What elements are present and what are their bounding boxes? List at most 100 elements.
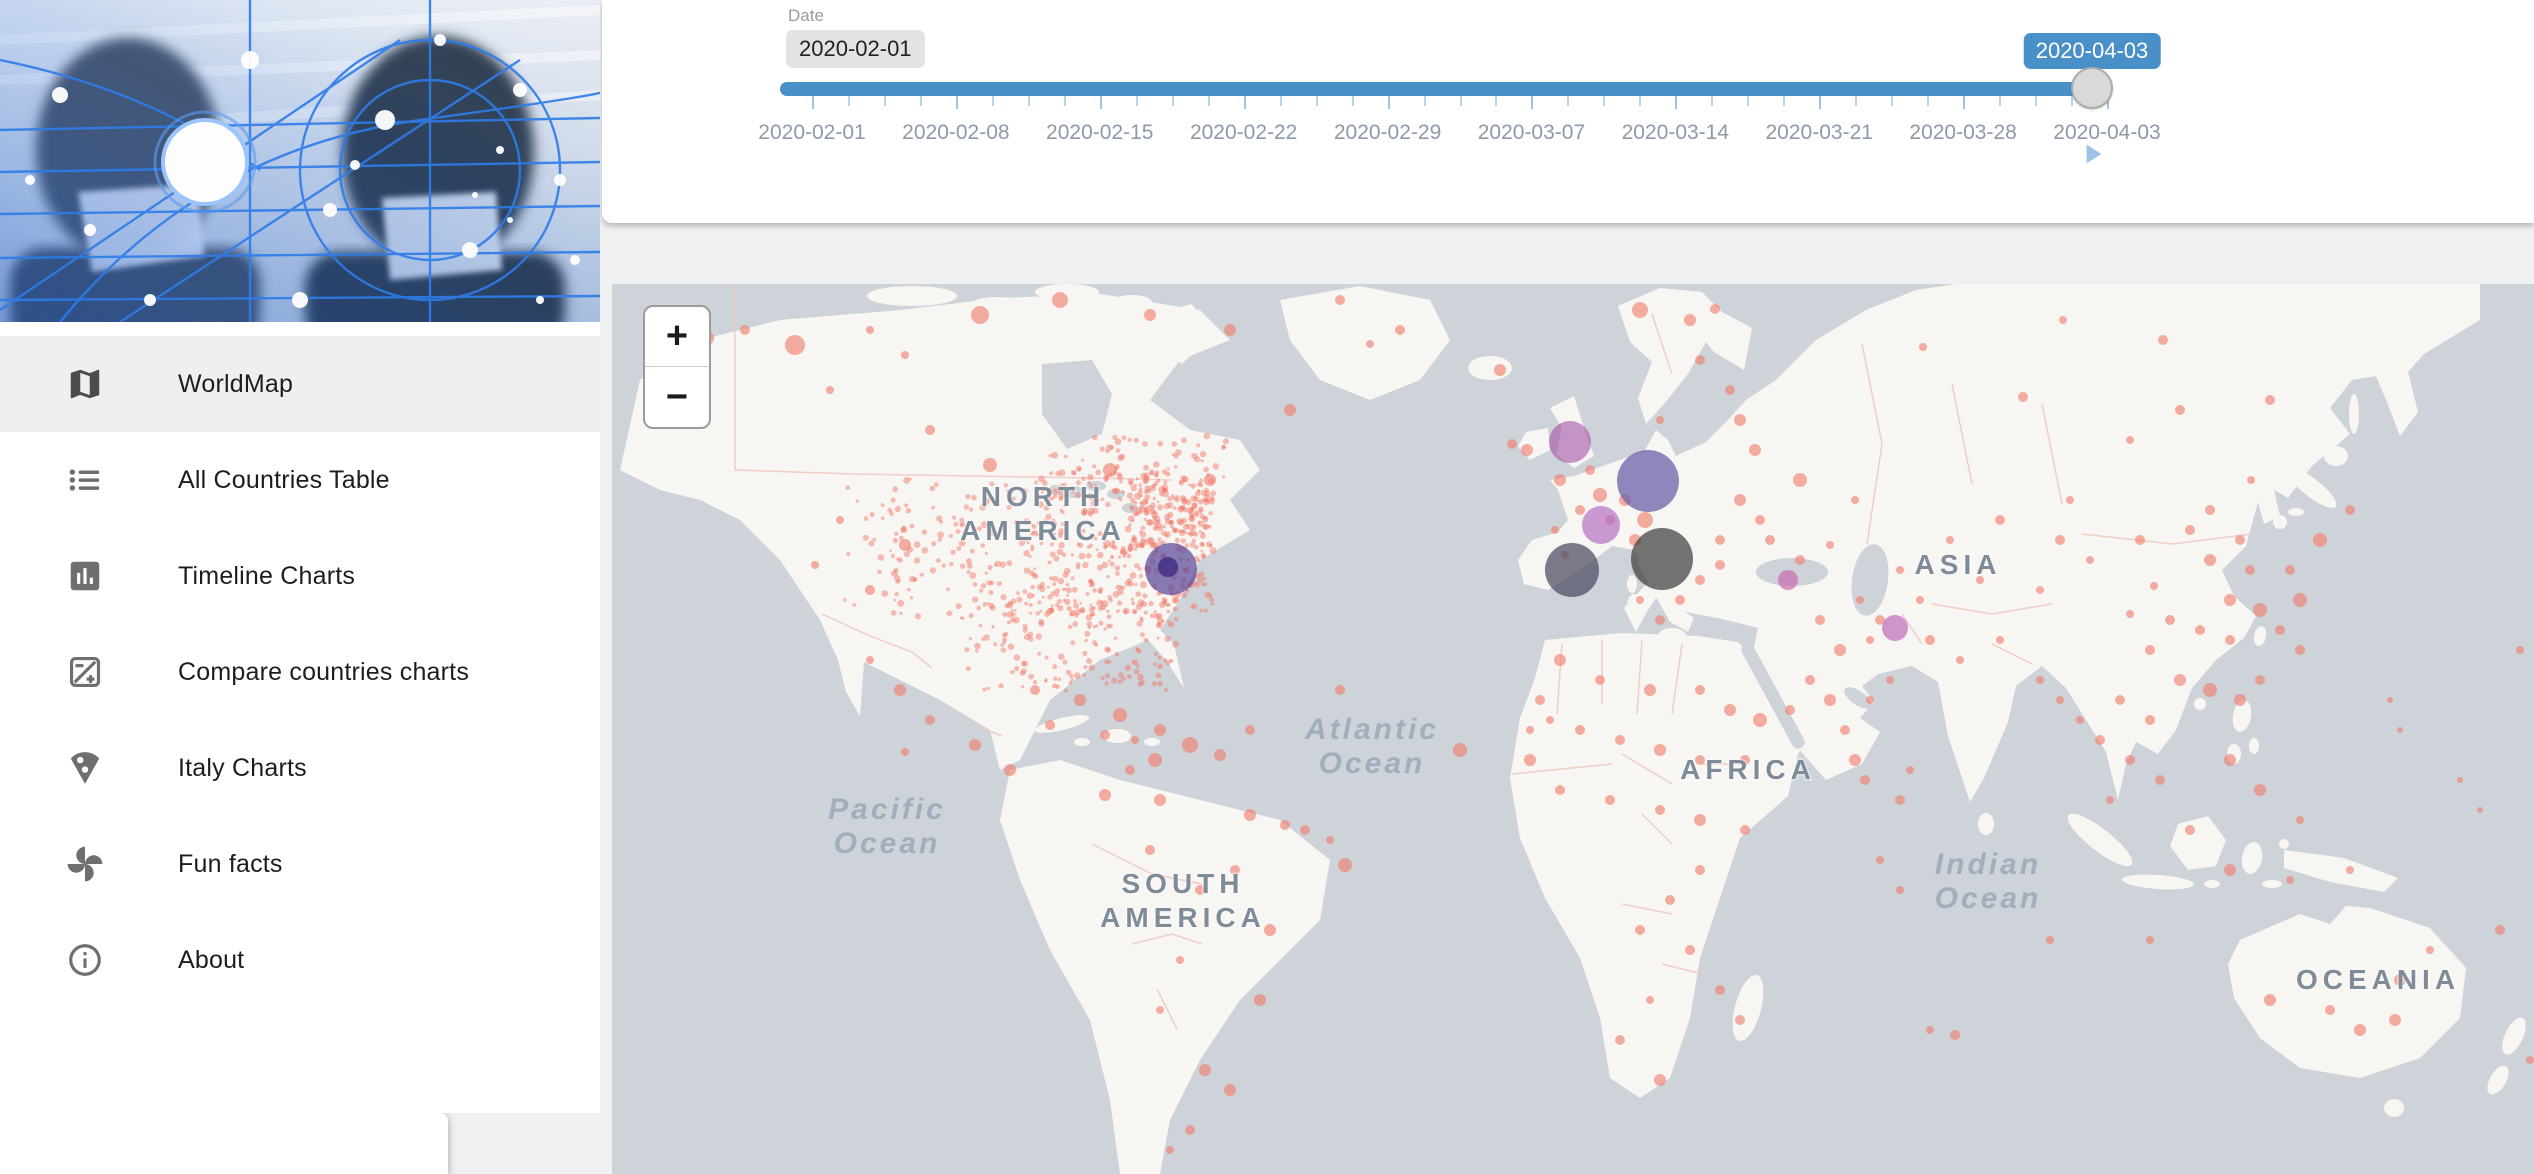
case-dot xyxy=(1919,343,1927,351)
case-dot xyxy=(2247,476,2255,484)
case-dot xyxy=(1605,795,1615,805)
case-dot xyxy=(1175,449,1182,456)
case-dot xyxy=(1051,520,1058,528)
case-dot xyxy=(2203,683,2217,697)
sidebar-item-timeline-charts[interactable]: Timeline Charts xyxy=(0,528,600,624)
case-dot xyxy=(895,579,900,584)
tick-label: 2020-02-29 xyxy=(1333,121,1442,144)
case-dot xyxy=(1121,435,1127,440)
case-dot xyxy=(956,546,962,551)
case-dot xyxy=(984,551,988,555)
case-dot xyxy=(1096,564,1104,571)
date-slider-track[interactable] xyxy=(780,82,2100,96)
case-dot xyxy=(1066,605,1072,612)
case-dot xyxy=(1083,665,1088,670)
case-dot xyxy=(1092,464,1097,469)
date-slider-handle[interactable] xyxy=(2071,67,2113,109)
zoom-out-button[interactable]: − xyxy=(665,375,689,418)
case-dot xyxy=(1926,1026,1934,1034)
case-dot xyxy=(1190,483,1196,489)
case-dot xyxy=(1208,543,1213,548)
case-dot xyxy=(1092,588,1097,593)
case-dot xyxy=(1098,620,1104,626)
case-dot xyxy=(1135,647,1141,654)
case-dot xyxy=(1046,585,1050,589)
case-dot xyxy=(1656,416,1664,424)
case-dot xyxy=(894,505,901,513)
case-dot xyxy=(892,486,899,493)
case-dot xyxy=(1143,637,1149,643)
case-dot xyxy=(1199,533,1206,539)
tick-minor xyxy=(1783,96,1786,106)
case-dot xyxy=(1224,1084,1236,1096)
case-dot xyxy=(955,603,962,610)
case-dot xyxy=(1694,814,1706,826)
case-dot xyxy=(1056,598,1062,604)
zoom-in-button[interactable]: + xyxy=(645,307,709,367)
tick-minor xyxy=(1171,96,1174,106)
case-dot xyxy=(913,557,921,564)
case-dot xyxy=(1079,601,1083,605)
case-dot xyxy=(1076,562,1081,567)
case-dot xyxy=(1200,459,1204,463)
case-dot xyxy=(1039,585,1046,593)
play-icon[interactable] xyxy=(2076,138,2108,170)
country-borders xyxy=(734,284,2253,1030)
case-dot xyxy=(1753,713,1767,727)
case-dot xyxy=(1950,1030,1960,1040)
case-dot xyxy=(740,325,750,335)
case-dot xyxy=(1092,434,1098,441)
sidebar-item-fun-facts[interactable]: Fun facts xyxy=(0,816,600,912)
case-dot xyxy=(1172,597,1178,603)
case-dot xyxy=(1058,528,1065,535)
case-dot xyxy=(2345,505,2355,515)
case-dot xyxy=(785,335,805,355)
case-dot xyxy=(1856,596,1864,604)
case-dot xyxy=(1197,577,1204,583)
case-dot xyxy=(852,603,857,607)
case-dot xyxy=(890,553,895,559)
case-dot xyxy=(1076,542,1080,546)
case-dot xyxy=(1089,611,1096,617)
case-dot xyxy=(2477,807,2483,813)
sidebar-item-about[interactable]: About xyxy=(0,912,600,1008)
case-dot xyxy=(952,515,957,520)
case-dot xyxy=(1151,511,1159,519)
sidebar-item-italy-charts[interactable]: Italy Charts xyxy=(0,720,600,816)
case-dot xyxy=(2195,625,2205,635)
case-dot xyxy=(969,572,977,579)
case-dot xyxy=(1740,825,1750,835)
case-dot xyxy=(1108,623,1113,629)
case-dot xyxy=(1030,523,1034,527)
case-dot xyxy=(1075,492,1082,499)
case-dot xyxy=(1133,668,1140,675)
sidebar-item-worldmap[interactable]: WorldMap xyxy=(0,336,600,432)
case-dot xyxy=(1174,465,1178,469)
case-dot xyxy=(1070,576,1075,581)
case-dot xyxy=(1193,532,1199,537)
case-dot xyxy=(1166,603,1170,607)
case-bubble xyxy=(1549,421,1591,463)
case-dot xyxy=(909,596,914,600)
case-dot xyxy=(1209,547,1217,554)
case-dot xyxy=(1230,865,1240,875)
case-dot xyxy=(955,529,961,534)
case-dot xyxy=(974,642,981,650)
case-dot xyxy=(1037,501,1044,508)
case-dot xyxy=(1067,624,1073,630)
sidebar-item-all-countries-table[interactable]: All Countries Table xyxy=(0,432,600,528)
case-dot xyxy=(863,516,869,522)
sidebar-item-compare-countries-charts[interactable]: Compare countries charts xyxy=(0,624,600,720)
case-dot xyxy=(1112,591,1120,598)
case-dot xyxy=(865,585,875,595)
world-map[interactable]: NORTH AMERICA SOUTH AMERICA AFRICA ASIA OCEANI… xyxy=(612,284,2534,1174)
case-dot xyxy=(1187,532,1191,535)
case-dot xyxy=(1194,544,1199,550)
case-dot xyxy=(1710,304,1720,314)
tick-label: 2020-02-15 xyxy=(1046,121,1154,144)
case-dot xyxy=(1148,753,1162,767)
tick-label: 2020-02-01 xyxy=(758,121,866,144)
case-dot xyxy=(1006,560,1013,566)
case-dot xyxy=(855,499,860,503)
case-dot xyxy=(1164,687,1169,692)
